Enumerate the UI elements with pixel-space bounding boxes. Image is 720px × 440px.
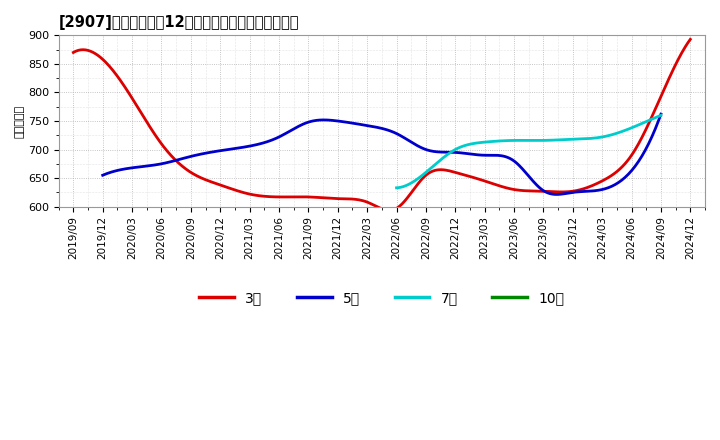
Text: [2907]　当期純利益12か月移動合計の平均値の推移: [2907] 当期純利益12か月移動合計の平均値の推移 bbox=[58, 15, 299, 30]
Legend: 3年, 5年, 7年, 10年: 3年, 5年, 7年, 10年 bbox=[194, 286, 570, 311]
Y-axis label: （百万円）: （百万円） bbox=[15, 104, 25, 138]
